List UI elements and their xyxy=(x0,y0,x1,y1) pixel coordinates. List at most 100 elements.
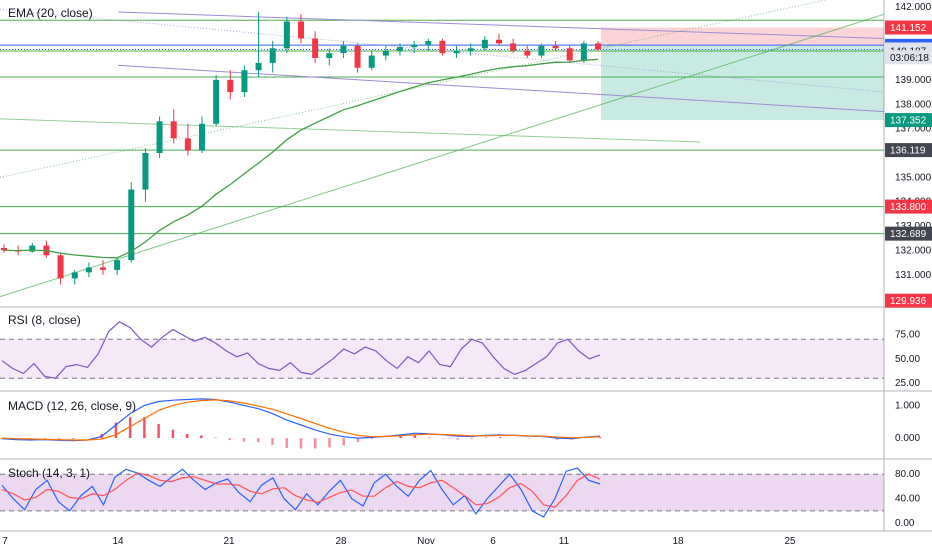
candle-body xyxy=(397,47,403,51)
channel-median-line xyxy=(0,8,884,93)
candle-body xyxy=(156,121,163,153)
rsi-axis: 75.00 50.00 25.00 xyxy=(895,329,920,389)
price-axis-tick: 131.000 xyxy=(895,270,932,281)
time-axis-tick: 21 xyxy=(223,536,235,547)
price-badge xyxy=(885,20,932,35)
price-badge xyxy=(885,50,932,65)
candle-body xyxy=(439,40,446,54)
candle-body xyxy=(85,267,92,273)
rsi-axis-tick: 25.00 xyxy=(895,378,920,389)
price-badge-label: 129.936 xyxy=(890,296,927,307)
rsi-indicator-label[interactable]: RSI (8, close) xyxy=(8,313,81,327)
candle-body xyxy=(496,39,502,44)
candle-body xyxy=(538,45,545,56)
time-axis-tick: 28 xyxy=(335,536,347,547)
candle-body xyxy=(241,70,248,93)
price-badge xyxy=(885,226,932,241)
rsi-line xyxy=(1,320,601,379)
time-axis-tick: 18 xyxy=(672,536,684,547)
ema-line xyxy=(3,58,599,259)
candle-body xyxy=(184,138,191,151)
price-badge-label: 133.800 xyxy=(890,202,927,213)
candle-body xyxy=(566,48,573,61)
price-badge-label: 136.119 xyxy=(890,146,926,157)
candle-body xyxy=(1,247,7,251)
rsi-pane[interactable] xyxy=(0,320,884,379)
macd-pane[interactable] xyxy=(0,398,602,449)
candle-body xyxy=(453,50,460,54)
price-badge xyxy=(885,293,932,308)
candle-body xyxy=(269,48,276,63)
trend-line-dotted xyxy=(0,0,828,178)
rsi-axis-tick: 50.00 xyxy=(895,354,920,365)
candle-body xyxy=(100,267,106,270)
candle-body xyxy=(114,260,121,270)
channel-line-upper xyxy=(117,11,884,40)
price-badge-label: 141.152 xyxy=(890,23,927,34)
stoch-axis-tick: 40.00 xyxy=(895,494,920,505)
time-axis-tick: 6 xyxy=(490,536,496,547)
price-badge xyxy=(885,113,932,128)
candle-body xyxy=(467,48,474,51)
time-axis[interactable]: 7 14 21 28 Nov 6 11 18 25 xyxy=(2,536,796,547)
price-axis-tick: 139.000 xyxy=(895,75,932,86)
candle-body xyxy=(227,79,234,93)
candle-body xyxy=(524,50,531,56)
candle-body xyxy=(283,21,290,49)
candle-body xyxy=(29,245,36,252)
candle-body xyxy=(340,45,347,54)
macd-series-line xyxy=(1,399,601,441)
stoch-series-line xyxy=(1,472,601,508)
stop-loss-zone xyxy=(601,27,884,46)
price-axis-tick: 142.000 xyxy=(895,2,932,13)
price-axis[interactable]: 142.000141.000140.000139.000138.000137.0… xyxy=(885,2,932,308)
stoch-axis-tick: 80.00 xyxy=(895,469,920,480)
macd-axis-tick: 0.000 xyxy=(895,433,920,444)
rsi-band-fill xyxy=(0,339,884,379)
price-axis-tick: 138.000 xyxy=(895,99,932,110)
candle-body xyxy=(354,45,361,68)
price-axis-tick: 135.000 xyxy=(895,172,932,183)
stoch-indicator-label[interactable]: Stoch (14, 3, 1) xyxy=(8,466,90,480)
candle-body xyxy=(580,43,587,61)
candle-body xyxy=(510,43,517,51)
candle-body xyxy=(128,189,135,261)
ema-indicator-label[interactable]: EMA (20, close) xyxy=(8,6,93,20)
price-axis-tick: 133.000 xyxy=(895,221,932,232)
stoch-series-line xyxy=(1,467,601,518)
trend-line-upper xyxy=(0,118,701,143)
price-badge-label: 132.689 xyxy=(890,229,927,240)
price-axis-tick: 132.000 xyxy=(895,245,932,256)
stoch-pane[interactable] xyxy=(0,467,884,518)
candle-body xyxy=(170,121,177,139)
stoch-axis-tick: 0.00 xyxy=(895,518,915,529)
candle-body xyxy=(71,272,78,279)
candle-body xyxy=(481,39,488,49)
price-badge-label: 137.352 xyxy=(890,116,927,127)
candle-body xyxy=(312,38,319,59)
candle-body xyxy=(213,79,220,124)
rsi-axis-tick: 75.00 xyxy=(895,329,920,340)
candle-body xyxy=(326,53,333,59)
macd-axis: 1.000 0.000 xyxy=(895,400,920,444)
price-badge xyxy=(885,199,932,214)
time-axis-tick: 25 xyxy=(784,536,796,547)
take-profit-zone xyxy=(601,45,884,121)
price-axis-tick: 137.000 xyxy=(895,124,932,135)
candle-body xyxy=(142,153,149,190)
price-badge-label: 03:06:18 xyxy=(890,53,929,64)
price-pane[interactable] xyxy=(0,0,884,298)
candle-body xyxy=(552,45,559,49)
candle-body xyxy=(595,43,601,50)
candle-body xyxy=(255,62,262,71)
macd-indicator-label[interactable]: MACD (12, 26, close, 9) xyxy=(8,399,136,413)
candle-body xyxy=(199,123,205,151)
candle-body xyxy=(368,55,375,68)
candle-body xyxy=(298,21,304,39)
trend-line-lower xyxy=(0,13,884,298)
stoch-axis: 80.00 40.00 0.00 xyxy=(895,469,920,529)
time-axis-tick: 11 xyxy=(559,536,570,547)
